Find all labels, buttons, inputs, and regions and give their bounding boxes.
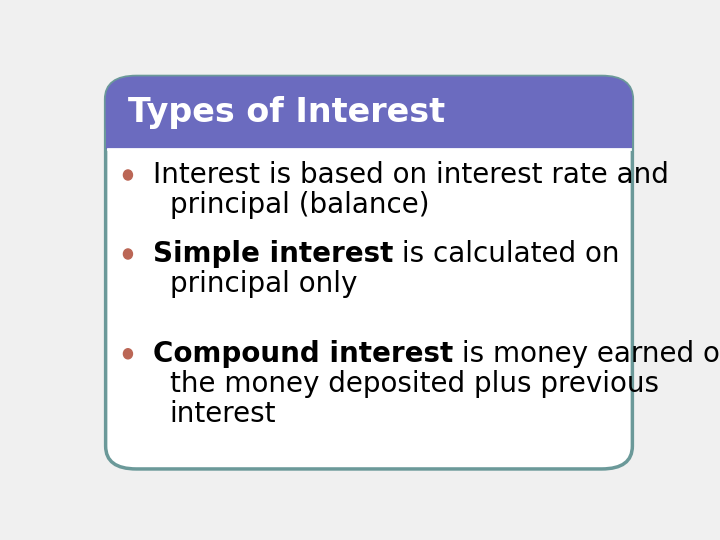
Text: Simple interest: Simple interest bbox=[153, 240, 393, 268]
Text: principal (balance): principal (balance) bbox=[170, 191, 429, 219]
Ellipse shape bbox=[123, 249, 132, 259]
Ellipse shape bbox=[123, 170, 132, 180]
Text: the money deposited plus previous: the money deposited plus previous bbox=[170, 370, 659, 398]
Text: principal only: principal only bbox=[170, 270, 357, 298]
Text: interest: interest bbox=[170, 400, 276, 428]
Ellipse shape bbox=[123, 349, 132, 359]
Text: is calculated on: is calculated on bbox=[393, 240, 620, 268]
Text: Compound interest: Compound interest bbox=[153, 340, 454, 368]
FancyBboxPatch shape bbox=[106, 77, 632, 469]
Text: is money earned on: is money earned on bbox=[454, 340, 720, 368]
Text: Types of Interest: Types of Interest bbox=[128, 96, 445, 129]
Bar bbox=[106, 113, 632, 149]
FancyBboxPatch shape bbox=[106, 77, 632, 149]
Text: Interest is based on interest rate and: Interest is based on interest rate and bbox=[153, 161, 669, 189]
